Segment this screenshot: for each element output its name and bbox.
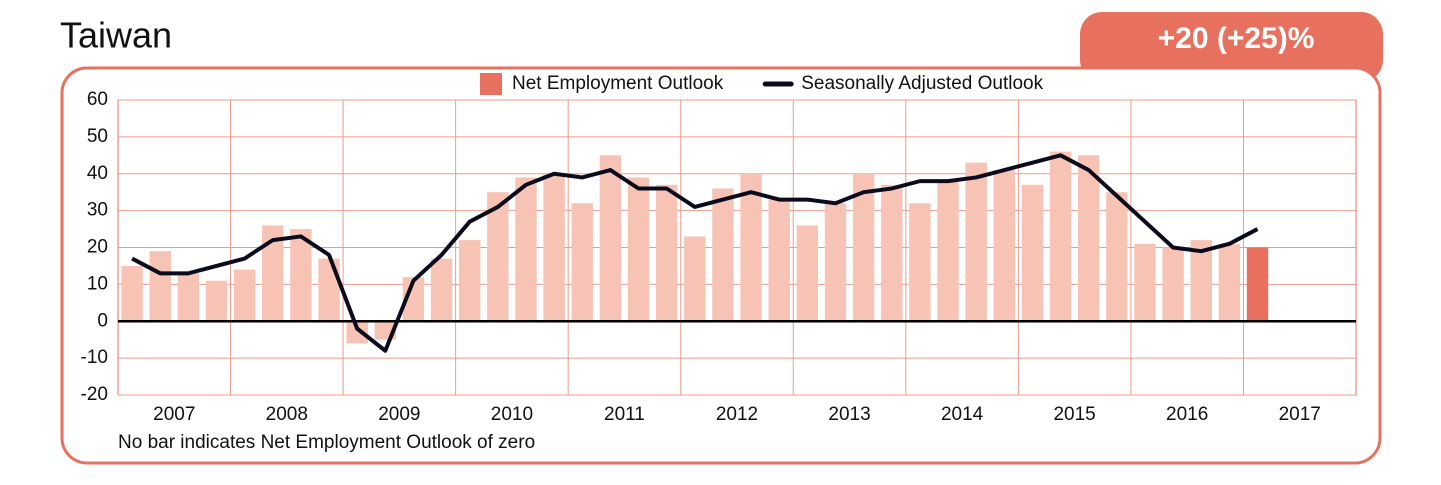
bar [430, 258, 453, 322]
bar [909, 203, 931, 322]
y-tick-label: 60 [87, 89, 108, 110]
bar [1134, 243, 1156, 322]
bar [768, 199, 790, 322]
bar [993, 170, 1015, 322]
bar [796, 225, 819, 322]
x-tick-label: 2017 [1279, 404, 1321, 425]
bar [627, 177, 650, 322]
x-tick-label: 2010 [491, 404, 533, 425]
bar [712, 188, 734, 322]
bar [205, 280, 228, 322]
bar [937, 181, 959, 322]
bar [543, 173, 565, 322]
bar [1218, 243, 1241, 322]
bar [571, 203, 593, 322]
y-tick-label: 50 [87, 126, 108, 147]
bar [402, 277, 425, 322]
bar [149, 251, 171, 322]
bar [655, 184, 678, 322]
badge: +20 (+25)% [1158, 22, 1315, 55]
y-tick-label: 30 [87, 200, 108, 221]
bar [1049, 151, 1072, 322]
bar [318, 258, 340, 322]
bar [684, 236, 706, 322]
bar [121, 265, 143, 322]
x-tick-label: 2014 [941, 404, 984, 425]
y-tick-label: 20 [87, 237, 108, 258]
legend-label: Net Employment Outlook [512, 73, 724, 94]
bar [1246, 247, 1269, 322]
bar [1021, 184, 1044, 322]
bar [346, 321, 368, 344]
bar [1162, 247, 1184, 322]
legend-label: Seasonally Adjusted Outlook [801, 73, 1043, 94]
y-tick-label: 0 [97, 310, 108, 331]
bar [824, 203, 847, 322]
legend-swatch [480, 73, 502, 95]
bar [515, 177, 537, 322]
x-tick-label: 2009 [378, 404, 420, 425]
x-tick-label: 2016 [1166, 404, 1208, 425]
x-tick-label: 2008 [266, 404, 308, 425]
note: No bar indicates Net Employment Outlook … [118, 432, 535, 453]
bar [177, 273, 200, 322]
line [131, 153, 1259, 353]
bar [290, 229, 312, 322]
bar [1078, 155, 1100, 322]
bar [262, 225, 284, 322]
bar [1190, 240, 1212, 322]
y-tick-label: 10 [87, 273, 108, 294]
y-tick-label: 40 [87, 163, 108, 184]
bar [1106, 192, 1128, 322]
bar [740, 173, 762, 322]
bar [233, 269, 256, 322]
x-tick-label: 2011 [604, 404, 645, 425]
bar [599, 155, 622, 322]
x-tick-label: 2013 [828, 404, 870, 425]
x-tick-label: 2007 [153, 404, 195, 425]
badge-box [1080, 12, 1383, 82]
bar [881, 184, 903, 322]
bar [852, 173, 875, 322]
y-tick-label: -20 [81, 384, 108, 405]
chart-title: Taiwan [60, 15, 172, 56]
y-tick-label: -10 [81, 347, 108, 368]
bar [459, 240, 481, 322]
x-tick-label: 2015 [1053, 404, 1095, 425]
bar [487, 192, 509, 322]
bar [965, 162, 987, 322]
x-tick-label: 2012 [716, 404, 758, 425]
